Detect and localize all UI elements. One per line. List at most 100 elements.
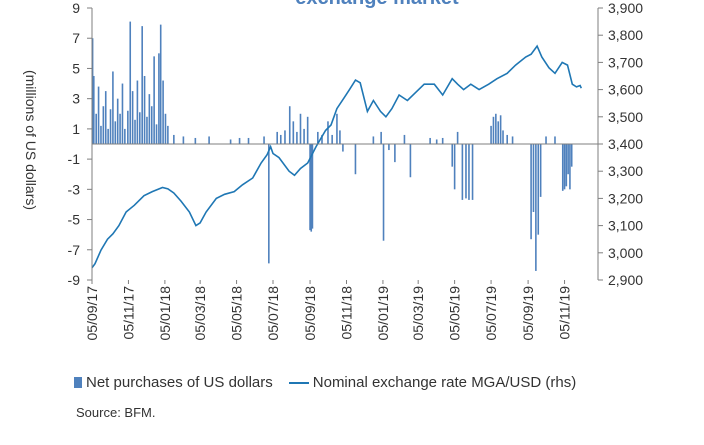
purchase-bar (380, 131, 382, 144)
purchase-bar (138, 112, 141, 144)
purchase-bar (506, 134, 508, 144)
purchase-bar (229, 139, 232, 144)
purchase-bar (146, 116, 148, 144)
x-axis-ticks: 05/09/17 05/11/17 05/01/18 05/03/18 05/05/18… (84, 280, 573, 341)
left-tick-label: -3 (68, 181, 81, 197)
purchase-bar (164, 113, 167, 144)
right-tick-label: 3,200 (608, 190, 643, 206)
purchase-bar (112, 71, 114, 144)
purchase-bar (409, 144, 412, 178)
plot-area (91, 21, 583, 271)
purchase-bar (532, 144, 535, 212)
right-tick-label: 3,600 (608, 82, 643, 98)
purchase-bar (372, 136, 375, 144)
purchase-bar (331, 134, 333, 144)
purchase-bar (91, 38, 94, 144)
right-tick-label: 3,800 (608, 27, 643, 43)
purchase-bar (150, 106, 153, 144)
right-tick-label: 3,500 (608, 109, 643, 125)
purchase-bar (173, 134, 175, 144)
left-tick-label: 3 (72, 91, 80, 107)
purchase-bar (159, 24, 162, 144)
x-tick-label: 05/11/19 (557, 286, 573, 340)
left-axis-ticks: 9 7 5 3 1 -1 -3 -5 -7 -9 (68, 0, 92, 288)
legend: Net purchases of US dollars Nominal exch… (74, 374, 576, 391)
purchase-bar (109, 109, 112, 144)
y-axis-title: (millions of US dollars) (23, 70, 39, 210)
purchase-bar (97, 86, 100, 144)
left-tick-label: 7 (72, 30, 80, 46)
x-tick-label: 05/05/19 (447, 286, 463, 341)
purchase-bar (388, 144, 390, 151)
purchase-bar (279, 134, 282, 144)
purchase-bar (148, 94, 151, 144)
purchase-bar (317, 131, 319, 144)
purchase-bar (127, 110, 129, 144)
legend-bar-label: Net purchases of US dollars (86, 374, 273, 391)
right-axis-ticks: 3,900 3,800 3,700 3,600 3,500 3,400 3,300 3,200… (598, 0, 643, 288)
purchase-bar (100, 125, 102, 144)
x-tick-label: 05/01/19 (375, 286, 391, 341)
x-tick-label: 05/09/19 (520, 286, 536, 341)
x-tick-label: 05/11/18 (338, 286, 354, 340)
x-tick-label: 05/09/17 (84, 286, 100, 341)
purchase-bar (247, 137, 250, 144)
legend-bar-swatch (74, 377, 82, 388)
purchase-bar (354, 144, 357, 175)
legend-line-swatch (288, 381, 309, 384)
purchase-bar (545, 136, 547, 144)
purchase-bar (490, 125, 492, 144)
purchase-bar (107, 128, 109, 144)
purchase-bar (143, 76, 146, 144)
purchase-bar (134, 119, 136, 144)
right-tick-label: 3,100 (608, 218, 643, 234)
chart-title: exchange market (295, 0, 459, 9)
x-tick-label: 05/09/18 (302, 286, 318, 341)
left-tick-label: -1 (68, 151, 81, 167)
left-tick-label: -5 (68, 212, 81, 228)
purchase-bar (456, 131, 459, 144)
purchase-bar (310, 144, 313, 232)
purchase-bar (502, 130, 504, 144)
left-tick-label: 5 (72, 60, 80, 76)
purchase-bar (394, 144, 396, 163)
purchase-bar (121, 83, 124, 144)
purchase-bar (429, 137, 431, 144)
purchase-bar (167, 125, 169, 144)
purchase-bar (468, 144, 470, 200)
purchase-bar (296, 131, 298, 144)
purchase-bar (124, 128, 126, 144)
purchase-bar (141, 26, 143, 145)
y-axis-title-group: (millions of US dollars) (23, 70, 39, 210)
x-tick-label: 05/03/18 (192, 286, 208, 341)
purchase-bar (104, 91, 107, 144)
purchase-bar (153, 56, 155, 144)
purchase-bar (495, 113, 497, 144)
purchase-bar (288, 106, 291, 144)
purchase-bar (563, 144, 566, 190)
purchase-bar (535, 144, 537, 271)
right-tick-label: 3,300 (608, 163, 643, 179)
purchase-bar (382, 144, 385, 241)
purchase-bar (309, 144, 311, 231)
purchase-bar (465, 144, 467, 199)
purchase-bar (554, 136, 556, 144)
purchase-bar (497, 121, 500, 144)
purchase-bar (95, 113, 97, 144)
purchase-bar (182, 136, 185, 144)
left-tick-label: -7 (68, 242, 81, 258)
x-tick-label: 05/05/18 (229, 286, 245, 341)
purchase-bar (336, 113, 338, 144)
purchase-bar (131, 91, 134, 144)
purchase-bar (292, 121, 295, 144)
x-tick-label: 05/07/19 (483, 286, 499, 341)
purchase-bar (435, 139, 438, 144)
purchase-bar (155, 124, 158, 144)
purchase-bar (268, 144, 270, 264)
purchase-bar (567, 144, 569, 175)
purchase-bar (194, 137, 197, 144)
left-tick-label: -9 (68, 272, 81, 288)
exchange-rate-line (91, 44, 583, 269)
purchase-bar (539, 144, 542, 197)
purchase-bar (162, 80, 164, 144)
